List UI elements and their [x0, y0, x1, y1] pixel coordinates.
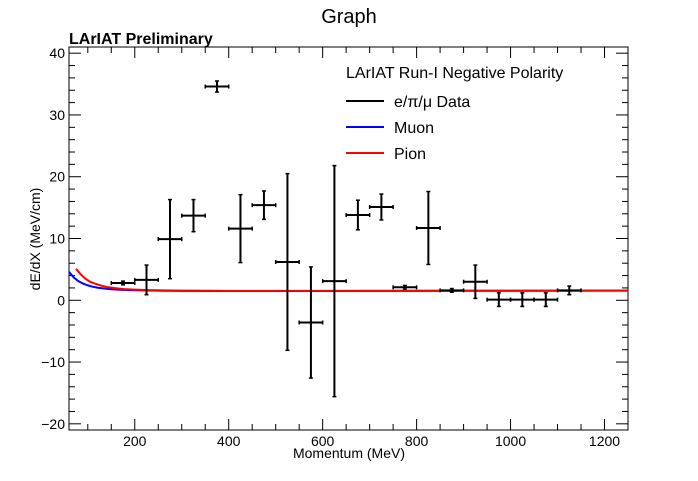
data-point	[227, 193, 253, 264]
y-tick-label: 20	[49, 169, 65, 185]
data-point	[345, 199, 371, 231]
axes: 200 400 600 800 1000 1200 −20 −10 0 10 20 30 40	[41, 45, 629, 449]
x-tick-label: 200	[123, 433, 147, 449]
legend-label-muon: Muon	[394, 120, 434, 137]
data-point	[556, 285, 582, 296]
x-tick-label: 400	[217, 433, 241, 449]
data-point	[439, 287, 465, 293]
legend: LArIAT Run-I Negative Polarity e/π/μ Dat…	[346, 65, 563, 163]
data-points	[110, 80, 582, 398]
y-tick-label: 10	[49, 231, 65, 247]
y-tick-label: 40	[49, 45, 65, 61]
legend-header: LArIAT Run-I Negative Polarity	[346, 65, 563, 82]
curves	[68, 268, 628, 292]
data-point	[462, 264, 488, 300]
chart-subtitle: LArIAT Preliminary	[69, 31, 213, 48]
x-tick-label: 800	[405, 433, 429, 449]
data-point	[204, 80, 230, 93]
data-point	[180, 198, 206, 233]
y-axis-label: dE/dX (MeV/cm)	[27, 188, 43, 291]
plot-area	[68, 46, 629, 431]
data-point	[533, 292, 559, 308]
legend-label-data: e/π/μ Data	[394, 94, 470, 111]
data-point	[486, 292, 512, 308]
y-tick-label: 30	[49, 107, 65, 123]
x-axis-label: Momentum (MeV)	[293, 445, 405, 461]
x-tick-label: 1000	[495, 433, 526, 449]
chart-title: Graph	[321, 6, 377, 28]
series-line-muon	[68, 271, 628, 292]
y-tick-label: −10	[41, 354, 65, 370]
data-point	[368, 193, 394, 221]
legend-label-pion: Pion	[394, 146, 426, 163]
data-point	[509, 292, 535, 308]
data-point	[157, 198, 183, 280]
data-point	[110, 280, 136, 286]
data-point	[392, 284, 418, 290]
y-tick-label: 0	[57, 292, 65, 308]
data-point	[251, 190, 277, 221]
data-point	[134, 264, 160, 296]
data-point	[274, 172, 300, 352]
y-tick-label: −20	[41, 416, 65, 432]
data-point	[298, 266, 324, 379]
x-tick-label: 1200	[589, 433, 620, 449]
data-point	[321, 164, 347, 398]
plot-frame	[68, 46, 629, 431]
data-point	[415, 190, 441, 266]
x-tick-label: 600	[311, 433, 335, 449]
series-line-pion	[75, 268, 628, 292]
legend-entries: e/π/μ Data Muon Pion	[346, 94, 470, 163]
